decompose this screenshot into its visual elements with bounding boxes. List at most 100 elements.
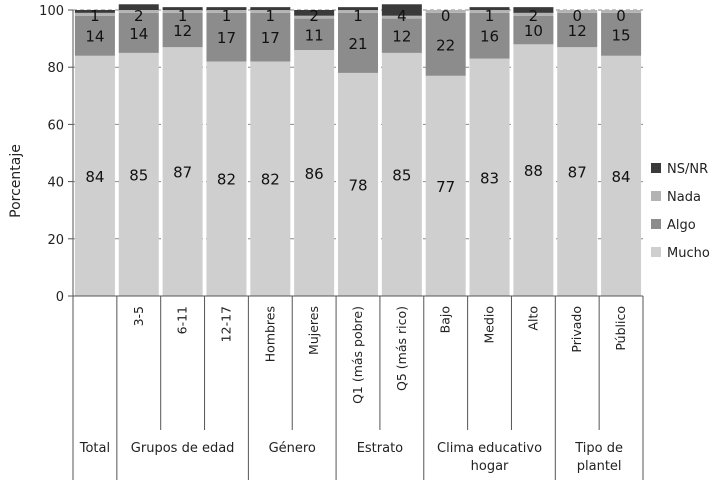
bar-segment-mucho	[425, 75, 466, 296]
bar-segment-ns-nr	[206, 7, 247, 10]
legend-swatch-algo	[651, 219, 661, 229]
data-label-nsnr: 1	[90, 7, 100, 25]
data-label-nsnr: 0	[572, 7, 582, 25]
category-label: Privado	[569, 306, 584, 353]
data-label-algo: 10	[524, 22, 543, 40]
data-label-nsnr: 2	[134, 7, 144, 25]
data-label-algo: 14	[85, 28, 104, 46]
data-label-algo: 12	[392, 28, 411, 46]
y-tick-label: 40	[47, 176, 64, 191]
y-axis-label: Porcentaje	[8, 144, 24, 218]
data-label-nsnr: 1	[266, 7, 276, 25]
data-label-algo: 17	[261, 29, 280, 47]
data-label-nsnr: 2	[309, 7, 319, 25]
bars: 8414185142871218217182171861127821185124…	[74, 4, 642, 297]
data-label-nsnr: 0	[616, 7, 626, 25]
data-label-algo: 16	[480, 28, 499, 46]
bar-segment-mucho	[118, 52, 159, 297]
group-labels: Total Grupos de edad Género Estrato Clima ed…	[79, 441, 623, 474]
category-label: Público	[613, 306, 628, 351]
legend-label: Algo	[667, 218, 696, 233]
bar-segment-nada	[118, 10, 159, 13]
bar-segment-algo	[381, 18, 422, 53]
y-tick-label: 0	[56, 290, 64, 305]
bar-segment-algo	[118, 12, 159, 53]
data-label-mucho: 85	[392, 166, 411, 184]
bar-segment-nada	[469, 10, 510, 13]
legend-swatch-mucho	[651, 247, 661, 257]
bar-segment-ns-nr	[74, 10, 115, 13]
category-label: Bajo	[438, 306, 453, 333]
bar-segment-nada	[294, 15, 335, 19]
data-label-mucho: 85	[129, 166, 148, 184]
legend-swatch-nada	[651, 191, 661, 201]
data-label-algo: 21	[348, 35, 367, 53]
legend-swatch-ns-nr	[651, 163, 661, 173]
bar-segment-ns-nr	[294, 10, 335, 16]
bar-segment-nada	[162, 10, 203, 13]
bar-segment-nada	[250, 10, 291, 13]
legend: NS/NR Nada Algo Mucho	[651, 162, 710, 261]
bar-segment-algo	[162, 12, 203, 48]
group-label: Estrato	[357, 441, 403, 456]
bar-segment-mucho	[74, 55, 115, 297]
data-label-algo: 12	[568, 22, 587, 40]
bar-segment-algo	[469, 12, 510, 59]
data-label-mucho: 83	[480, 169, 499, 187]
group-label: Género	[269, 441, 316, 456]
data-label-nsnr: 1	[178, 7, 188, 25]
data-label-nsnr: 0	[441, 7, 451, 25]
bar-segment-mucho	[601, 55, 642, 297]
group-label: Tipo de plantel	[574, 441, 623, 474]
data-label-nsnr: 4	[397, 7, 407, 25]
data-label-mucho: 84	[85, 168, 104, 186]
category-label: 6-11	[175, 306, 190, 334]
bar-segment-nada	[601, 10, 642, 13]
bar-segment-algo	[601, 12, 642, 56]
data-label-algo: 11	[305, 26, 324, 44]
bar-segment-algo	[513, 15, 554, 45]
bar-segment-ns-nr	[250, 7, 291, 10]
bar-segment-ns-nr	[381, 4, 422, 16]
bar-segment-mucho	[557, 47, 598, 297]
category-label: Q5 (más rico)	[394, 306, 409, 391]
group-label: Total	[79, 441, 110, 456]
bar-segment-ns-nr	[162, 7, 203, 10]
data-label-mucho: 82	[217, 171, 236, 189]
legend-label: Nada	[667, 190, 701, 205]
category-label: 3-5	[131, 306, 146, 326]
bar-segment-algo	[74, 15, 115, 56]
bar-segment-nada	[381, 15, 422, 19]
category-label: Q1 (más pobre)	[350, 306, 365, 404]
data-label-mucho: 87	[173, 164, 192, 182]
bar-segment-mucho	[294, 50, 335, 296]
y-tick-label: 20	[47, 233, 64, 248]
bar-segment-algo	[338, 12, 378, 73]
data-label-mucho: 87	[568, 164, 587, 182]
data-label-algo: 22	[436, 36, 455, 54]
bar-segment-mucho	[381, 52, 422, 297]
bar-segment-algo	[294, 18, 335, 51]
data-label-nsnr: 1	[485, 7, 495, 25]
y-tick-label: 80	[47, 61, 64, 76]
bar-segment-mucho	[513, 44, 554, 296]
y-tick-label: 100	[39, 4, 64, 19]
category-label: Hombres	[262, 306, 277, 362]
data-label-mucho: 88	[524, 162, 543, 180]
data-label-algo: 17	[217, 29, 236, 47]
group-label: Clima educativo hogar	[437, 441, 542, 474]
bar-segment-nada	[425, 10, 466, 13]
data-label-algo: 14	[129, 25, 148, 43]
legend-label: NS/NR	[667, 162, 708, 177]
category-label: Medio	[482, 306, 497, 344]
y-tick-labels: 0 20 40 60 80 100	[39, 4, 73, 305]
data-label-nsnr: 2	[529, 7, 539, 25]
bar-segment-algo	[206, 12, 247, 62]
data-label-nsnr: 1	[222, 7, 232, 25]
category-label: Mujeres	[306, 306, 321, 355]
bar-segment-mucho	[250, 61, 291, 297]
data-label-mucho: 86	[305, 165, 324, 183]
bar-segment-nada	[338, 10, 378, 13]
data-label-algo: 12	[173, 22, 192, 40]
